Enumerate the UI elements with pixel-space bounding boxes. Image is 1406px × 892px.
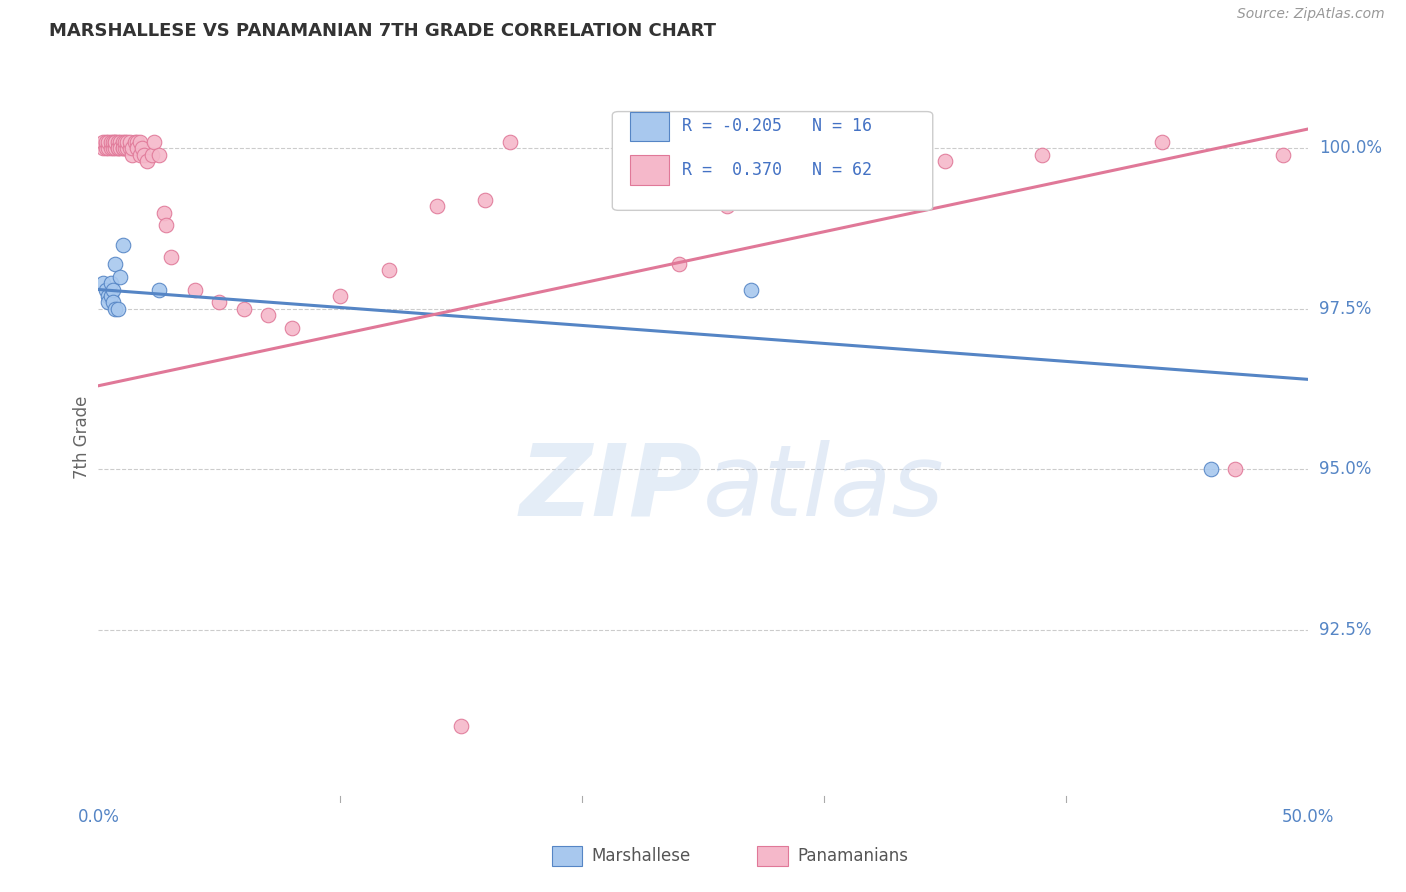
Point: [101, 283, 124, 297]
Point: [740, 283, 762, 297]
Point: [127, 141, 149, 155]
Point: [377, 263, 399, 277]
FancyBboxPatch shape: [551, 846, 582, 866]
FancyBboxPatch shape: [630, 112, 669, 141]
Point: [281, 321, 304, 335]
Point: [111, 141, 134, 155]
Point: [152, 205, 174, 219]
Point: [128, 135, 150, 149]
Point: [141, 148, 163, 162]
Point: [160, 251, 183, 265]
Point: [97, 295, 120, 310]
Point: [117, 135, 139, 149]
Text: 97.5%: 97.5%: [1319, 300, 1371, 318]
Point: [1272, 148, 1295, 162]
Point: [101, 141, 124, 155]
Point: [107, 301, 129, 316]
Point: [450, 719, 472, 733]
Text: R =  0.370   N = 62: R = 0.370 N = 62: [682, 161, 873, 179]
Text: atlas: atlas: [703, 440, 945, 537]
Point: [114, 141, 136, 155]
Point: [101, 295, 124, 310]
Point: [117, 141, 139, 155]
Point: [184, 283, 207, 297]
Point: [111, 135, 134, 149]
Text: ZIP: ZIP: [520, 440, 703, 537]
Point: [104, 141, 127, 155]
Point: [148, 148, 170, 162]
Text: Panamanians: Panamanians: [797, 847, 908, 865]
Point: [97, 135, 120, 149]
Point: [108, 135, 131, 149]
Text: R = -0.205   N = 16: R = -0.205 N = 16: [682, 117, 873, 136]
Point: [329, 289, 352, 303]
Point: [91, 141, 114, 155]
Point: [232, 301, 254, 316]
Point: [104, 135, 127, 149]
Point: [474, 193, 496, 207]
Point: [114, 135, 136, 149]
Point: [124, 135, 146, 149]
FancyBboxPatch shape: [613, 112, 932, 211]
Text: 95.0%: 95.0%: [1319, 460, 1371, 478]
Point: [108, 141, 131, 155]
Point: [1152, 135, 1174, 149]
Point: [121, 141, 143, 155]
Point: [108, 269, 131, 284]
Point: [107, 141, 129, 155]
Y-axis label: 7th Grade: 7th Grade: [73, 395, 91, 479]
Point: [1199, 462, 1222, 476]
Point: [118, 135, 141, 149]
Point: [94, 135, 117, 149]
Point: [208, 295, 231, 310]
Point: [498, 135, 520, 149]
FancyBboxPatch shape: [758, 846, 787, 866]
Point: [111, 141, 134, 155]
Point: [107, 141, 129, 155]
Point: [100, 141, 122, 155]
Point: [1223, 462, 1246, 476]
Point: [118, 141, 141, 155]
Point: [256, 308, 278, 322]
Text: Marshallese: Marshallese: [592, 847, 690, 865]
Text: 100.0%: 100.0%: [1319, 139, 1382, 157]
Point: [97, 141, 120, 155]
FancyBboxPatch shape: [630, 155, 669, 185]
Point: [426, 199, 449, 213]
Text: Source: ZipAtlas.com: Source: ZipAtlas.com: [1237, 7, 1385, 21]
Point: [104, 135, 127, 149]
Point: [135, 154, 157, 169]
Point: [121, 148, 143, 162]
Point: [91, 135, 114, 149]
Point: [134, 148, 156, 162]
Point: [155, 219, 177, 233]
Point: [127, 135, 149, 149]
Point: [148, 283, 170, 297]
Text: MARSHALLESE VS PANAMANIAN 7TH GRADE CORRELATION CHART: MARSHALLESE VS PANAMANIAN 7TH GRADE CORR…: [49, 22, 716, 40]
Point: [837, 148, 859, 162]
Point: [111, 237, 134, 252]
Text: 92.5%: 92.5%: [1319, 621, 1371, 639]
Point: [1031, 148, 1053, 162]
Point: [100, 276, 122, 290]
Point: [101, 135, 124, 149]
Point: [128, 148, 150, 162]
Point: [668, 257, 690, 271]
Point: [94, 141, 117, 155]
Point: [143, 135, 166, 149]
Point: [91, 276, 114, 290]
Point: [107, 135, 129, 149]
Point: [131, 141, 153, 155]
Point: [934, 154, 956, 169]
Point: [716, 199, 738, 213]
Point: [100, 135, 122, 149]
Point: [94, 283, 117, 297]
Point: [97, 289, 120, 303]
Point: [104, 257, 127, 271]
Point: [100, 289, 122, 303]
Point: [104, 301, 127, 316]
